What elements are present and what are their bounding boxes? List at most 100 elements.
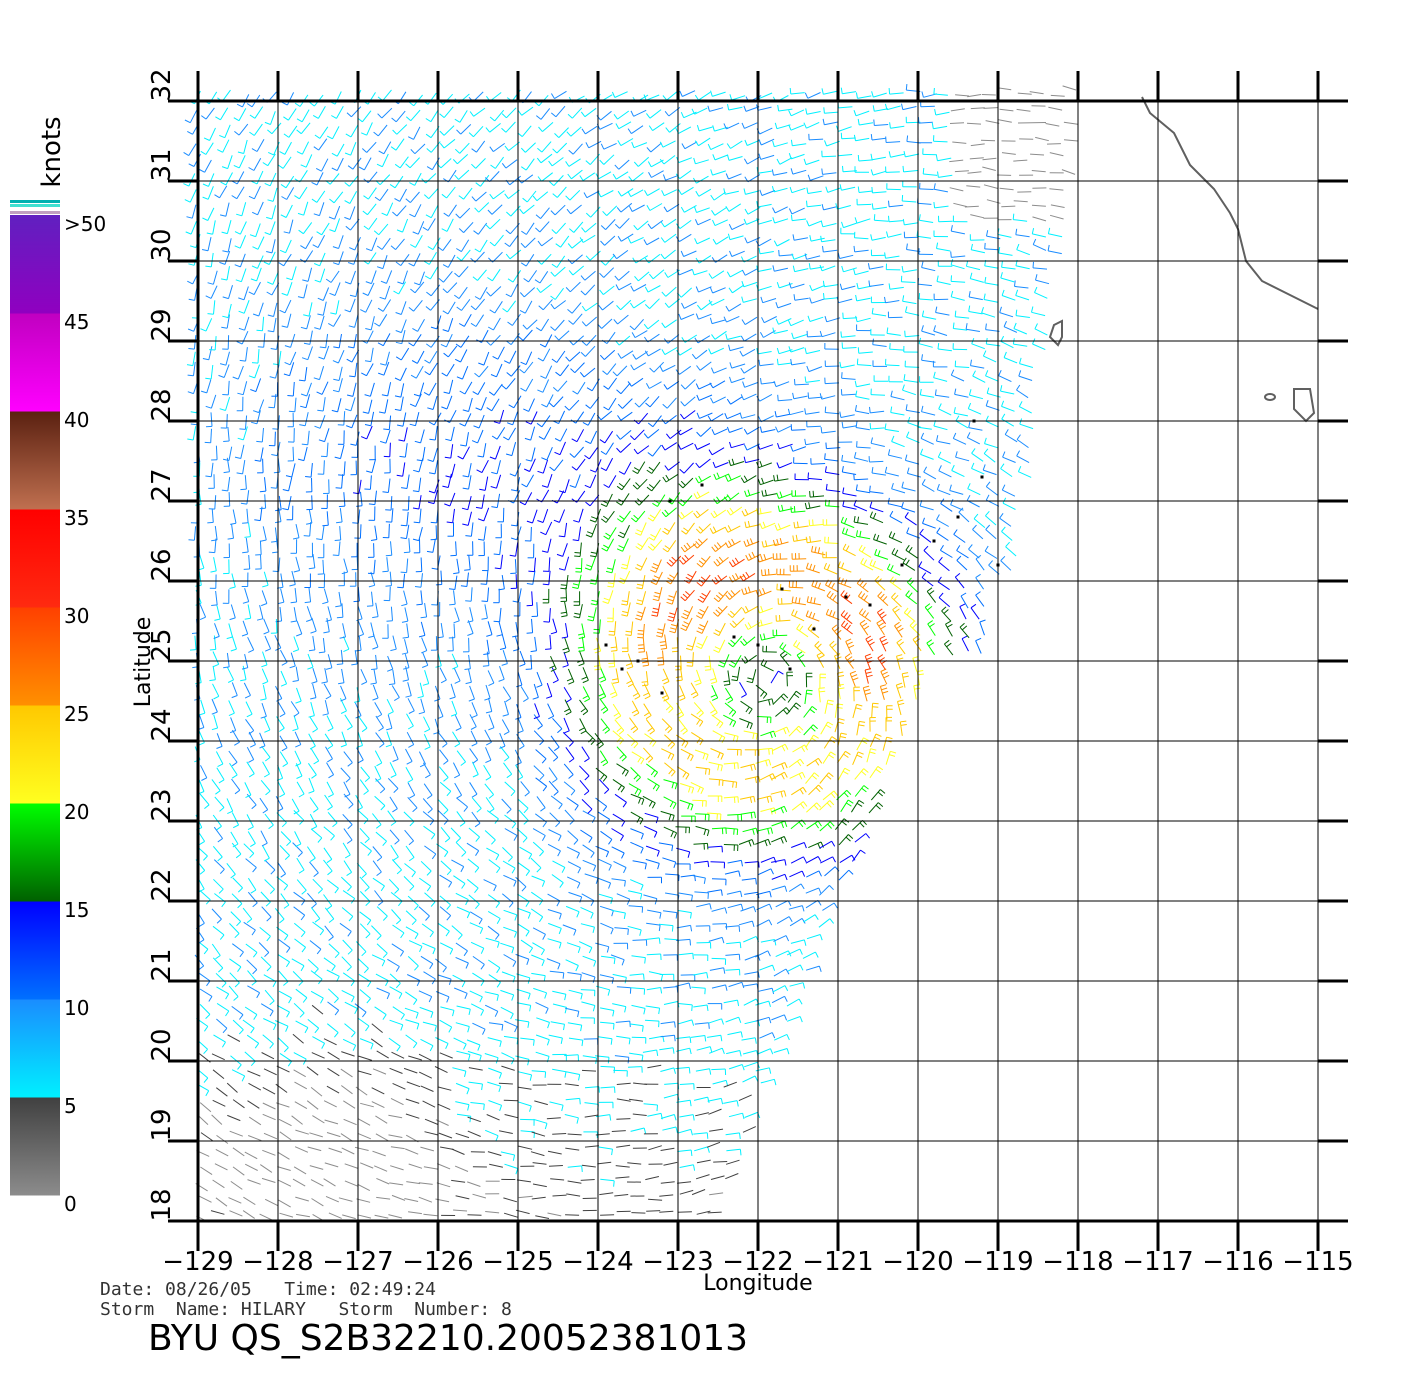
wind-barb-flag [459, 822, 466, 827]
wind-barb-flag [818, 784, 824, 790]
wind-barb [404, 1007, 419, 1014]
wind-barb [638, 396, 650, 408]
wind-barb [597, 1161, 612, 1165]
wind-barb-flag [529, 1074, 533, 1081]
wind-barb-flag [812, 564, 816, 571]
wind-barb-flag [675, 1126, 678, 1134]
wind-barb [690, 682, 699, 696]
wind-barb [237, 365, 244, 380]
wind-barb-flag [729, 507, 734, 514]
wind-barb [406, 511, 409, 526]
wind-barb-flag [311, 774, 317, 779]
wind-barb-flag [731, 559, 737, 566]
wind-barb [536, 671, 543, 686]
wind-barb [951, 374, 965, 382]
wind-barb-flag [296, 633, 302, 637]
wind-barb-flag [424, 746, 431, 750]
wind-barb-flag [249, 853, 255, 859]
wind-barb-flag [690, 1129, 693, 1136]
wind-barb [391, 943, 404, 952]
wind-barb [503, 762, 513, 775]
wind-barb [259, 1213, 273, 1221]
wind-barb-flag [400, 1024, 404, 1031]
wind-barb [936, 532, 949, 541]
wind-barb [246, 746, 255, 760]
wind-barb-flag [222, 1027, 228, 1034]
wind-barb-flag [937, 451, 942, 458]
wind-barb [647, 1112, 662, 1117]
wind-barb [723, 827, 738, 830]
wind-barb-flag [260, 539, 267, 542]
wind-barb-flag [795, 534, 798, 541]
wind-barb-flag [621, 768, 626, 775]
wind-barb-flag [809, 708, 816, 714]
wind-barb [712, 1079, 727, 1085]
wind-barb-flag [921, 405, 924, 412]
wind-barb-flag [538, 436, 545, 440]
wind-barb-flag [366, 998, 371, 1004]
wind-barb [558, 410, 566, 424]
wind-barb [696, 1046, 711, 1051]
wind-barb [262, 1113, 276, 1121]
wind-barb [276, 876, 289, 886]
wind-barb-flag [877, 608, 883, 613]
wind-barb-flag [213, 635, 220, 639]
wind-barb [727, 859, 742, 864]
wind-barb-flag [864, 689, 871, 692]
wind-barb-flag [627, 1057, 630, 1064]
wind-barb-flag [584, 440, 591, 445]
wind-barb-flag [321, 681, 328, 684]
wind-barb-flag [325, 619, 332, 622]
wind-barb-flag [636, 529, 643, 533]
wind-barb-flag [745, 554, 749, 561]
wind-barb [420, 429, 425, 444]
wind-barb [912, 658, 918, 672]
wind-barb [744, 475, 757, 484]
wind-barb [577, 381, 586, 395]
legend-label: 25 [64, 702, 89, 726]
wind-barb-flag [781, 763, 785, 770]
wind-barb [771, 805, 785, 813]
wind-barb [311, 617, 317, 632]
wind-barb [371, 925, 382, 936]
wind-barb-flag [780, 807, 784, 814]
wind-barb-flag [335, 487, 342, 489]
wind-barb [200, 1166, 213, 1176]
wind-barb [405, 845, 415, 858]
wind-barb-flag [837, 721, 844, 725]
wind-barb-flag [919, 388, 922, 395]
wind-barb-flag [279, 727, 285, 732]
wind-barb-flag [903, 374, 906, 381]
wind-barb-flag [317, 409, 324, 412]
wind-barb-flag [642, 661, 649, 664]
wind-barb [531, 875, 545, 882]
wind-barb [805, 380, 820, 383]
wind-barb-flag [217, 763, 224, 768]
wind-barb [760, 664, 774, 672]
wind-barb [552, 860, 566, 868]
wind-barb-flag [570, 368, 576, 374]
wind-barb-flag [361, 873, 367, 879]
wind-barb [567, 668, 575, 682]
wind-barb-flag [819, 393, 823, 400]
wind-barb [632, 939, 647, 941]
wind-barb-flag [673, 1114, 677, 1121]
wind-barb-flag [786, 726, 790, 733]
wind-barb-flag [720, 1035, 723, 1042]
wind-barb-flag [914, 687, 921, 690]
legend-label: 0 [64, 1192, 77, 1216]
wind-barb [824, 568, 838, 575]
wind-barb-flag [616, 501, 622, 506]
wind-barb [698, 475, 712, 484]
wind-barb-flag [647, 727, 653, 732]
wind-barb-flag [954, 388, 957, 395]
wind-barb-flag [739, 1050, 742, 1057]
wind-barb [921, 411, 936, 416]
wind-barb-flag [299, 1012, 305, 1018]
wind-barb [612, 1003, 627, 1008]
wind-barb [600, 830, 613, 840]
wind-barb [262, 1149, 276, 1156]
wind-barb [598, 1036, 613, 1040]
wind-barb [709, 1192, 724, 1196]
wind-barb [488, 959, 501, 969]
